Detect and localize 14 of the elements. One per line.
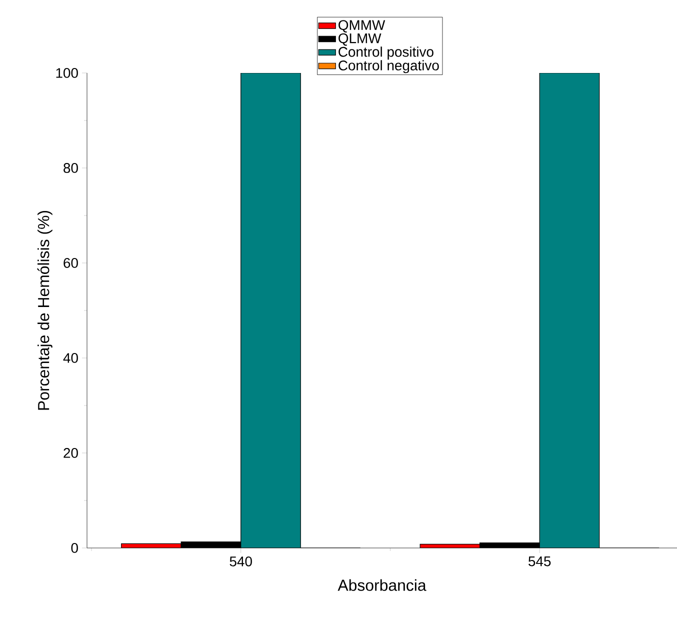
y-tick-label: 20	[64, 448, 78, 458]
x-tick-label: 540	[230, 556, 252, 566]
y-tick-label: 80	[64, 163, 78, 173]
y-tick-label: 0	[71, 543, 78, 553]
x-axis-title: Absorbancia	[338, 579, 426, 591]
legend-label: Control positivo	[338, 46, 434, 60]
legend-label: QLMW	[338, 33, 382, 46]
legend-label: Control negativo	[338, 60, 439, 74]
y-tick-label: 100	[56, 68, 78, 78]
y-tick-label: 60	[64, 258, 78, 268]
y-axis-title: Porcentaje de Hemólisis (%)	[37, 210, 52, 410]
y-tick-label: 40	[63, 353, 78, 363]
legend-label: QMMW	[338, 20, 386, 32]
x-tick-label: 545	[528, 556, 551, 566]
